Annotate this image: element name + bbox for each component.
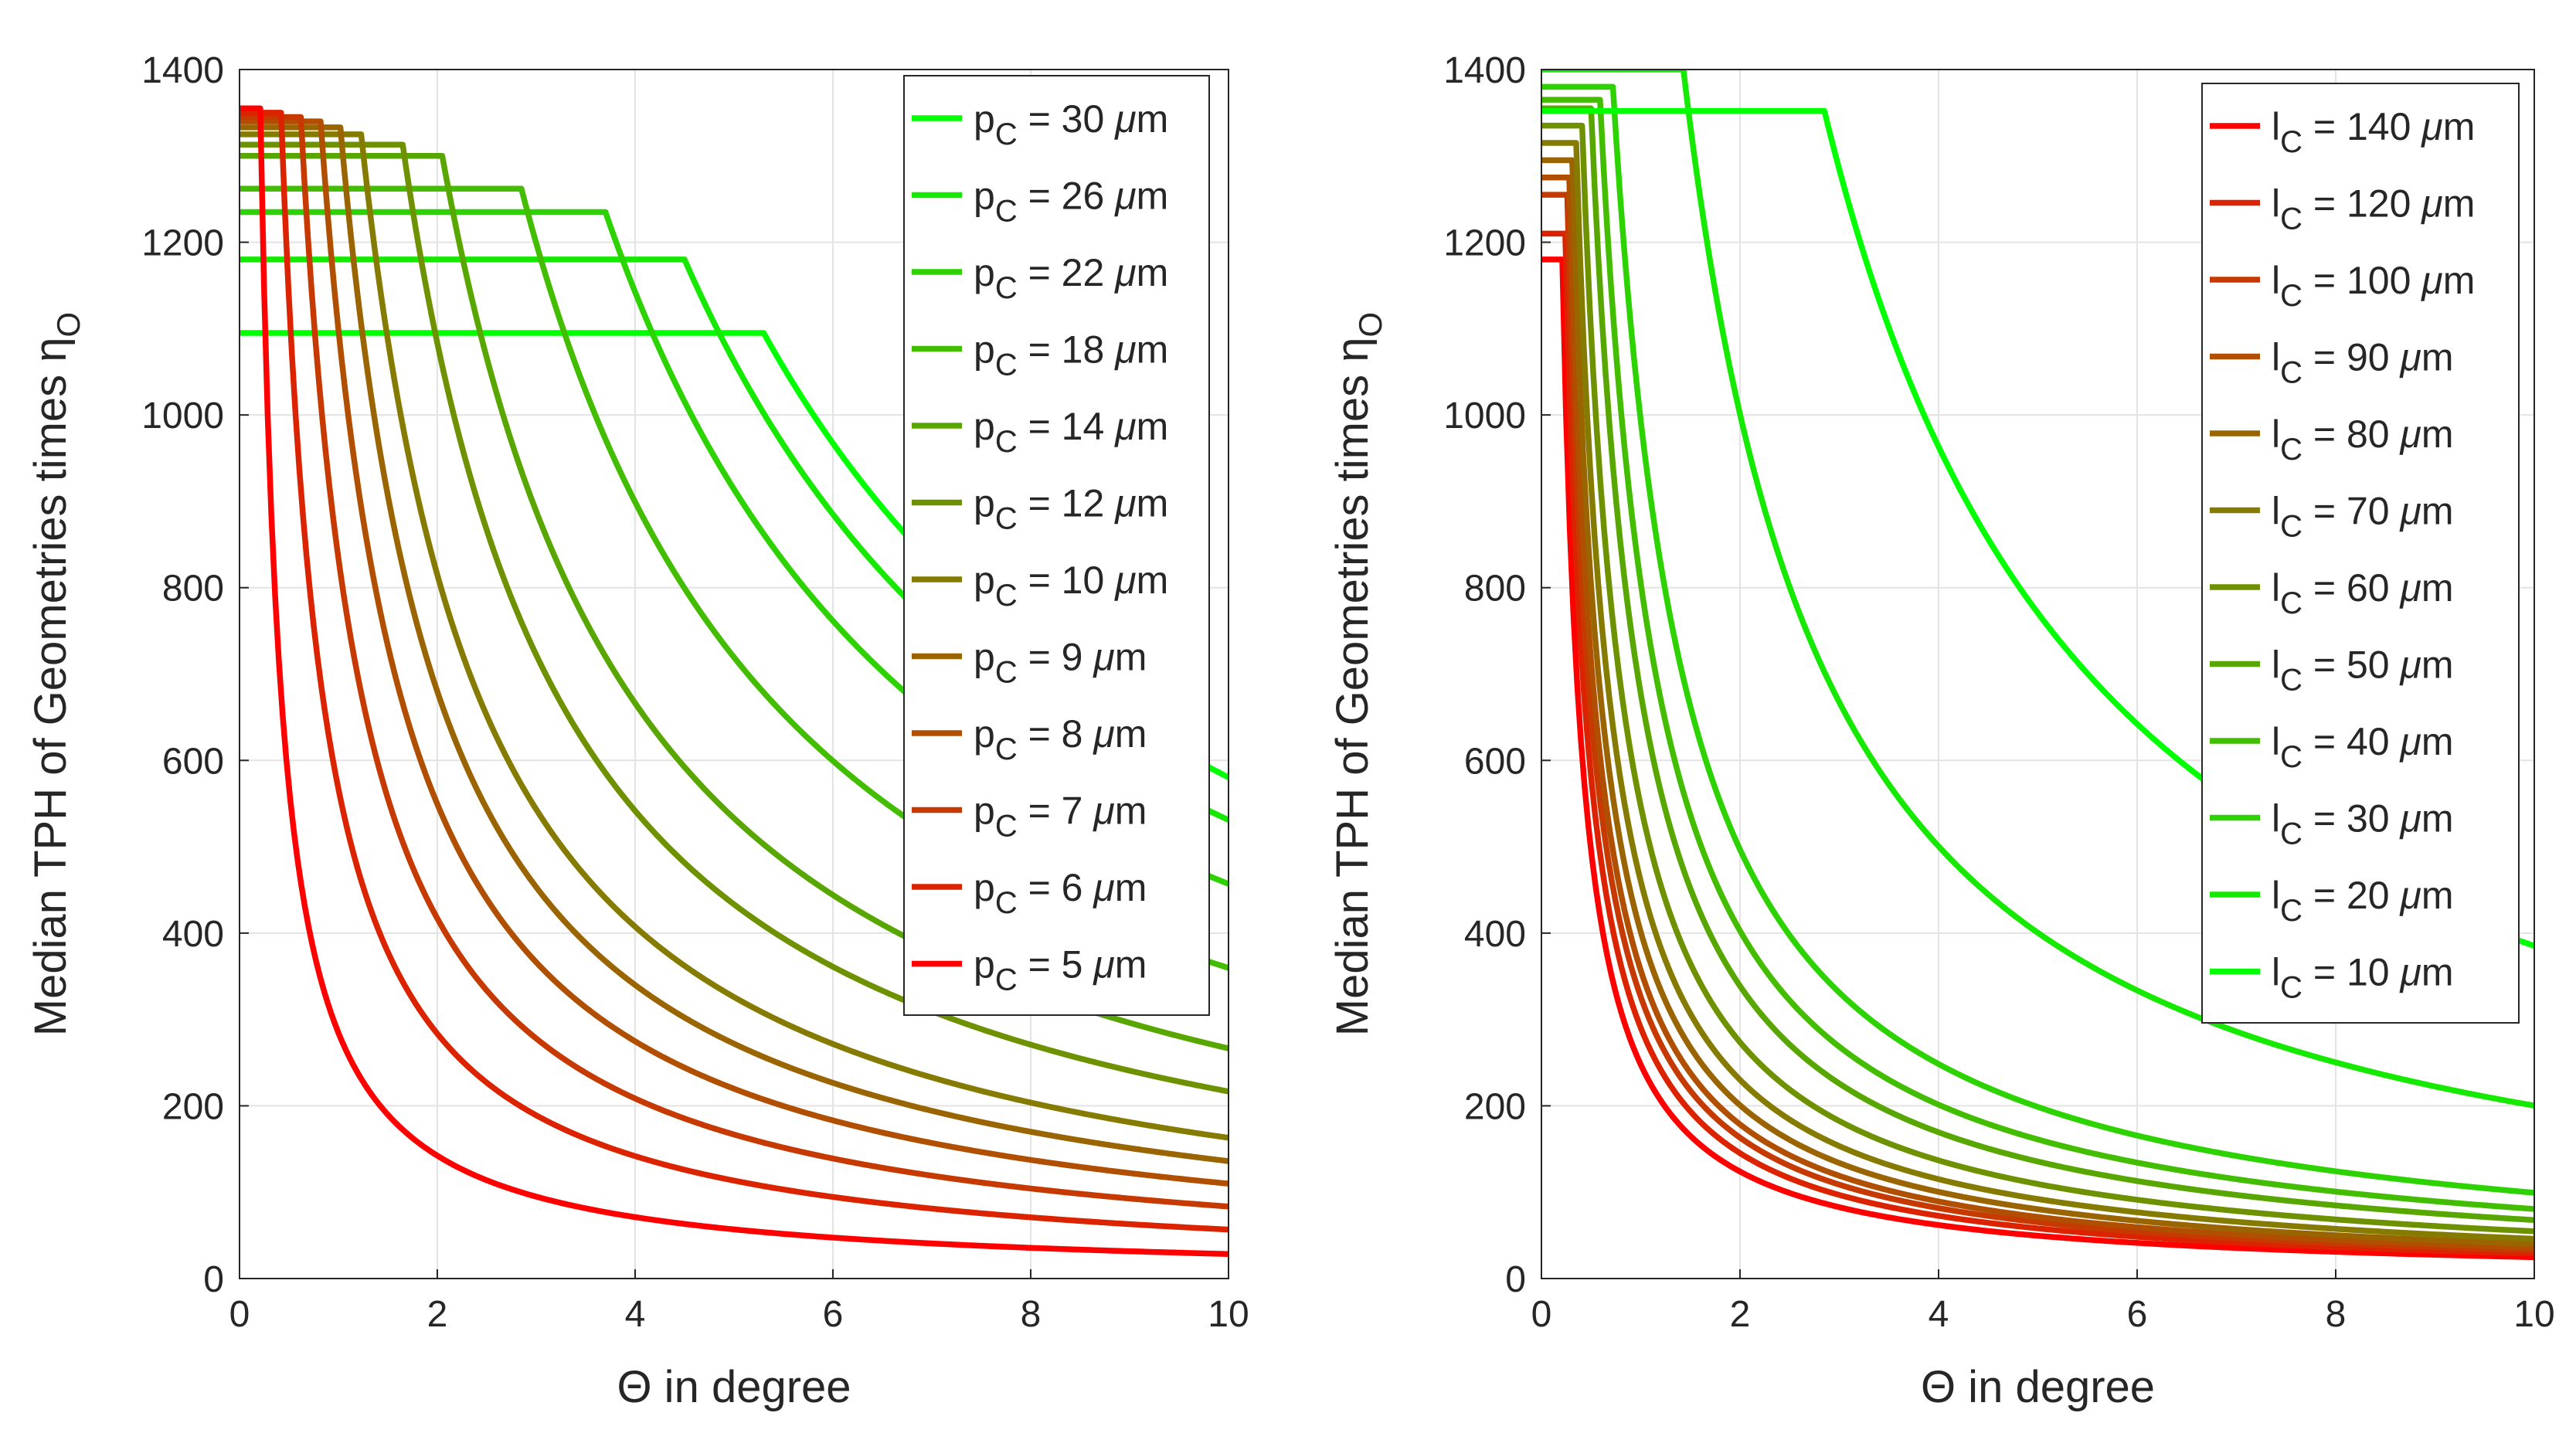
x-tick-label: 8 <box>1021 1294 1042 1335</box>
legend-entry: pC = 7 μm <box>974 790 1147 844</box>
legend-entry: lC = 100 μm <box>2272 259 2475 313</box>
x-tick-label: 4 <box>625 1294 646 1335</box>
legend-box <box>2201 83 2520 1024</box>
y-tick-label: 1000 <box>141 396 224 436</box>
y-tick-label: 600 <box>1464 741 1526 782</box>
legend: pC = 30 μm pC = 26 μm pC = 22 μm pC = 18 μm… <box>903 75 1210 1016</box>
series-line <box>1541 256 2534 1261</box>
legend-entry: pC = 14 μm <box>974 405 1168 459</box>
legend-entry: lC = 80 μm <box>2272 413 2454 467</box>
legend-entry: pC = 9 μm <box>974 636 1147 690</box>
series-line <box>240 110 1229 1233</box>
legend-entry: lC = 120 μm <box>2272 182 2475 236</box>
series-line <box>240 118 1229 1187</box>
y-axis-label: Median TPH of Geometries times ηO <box>25 312 87 1036</box>
chart-panel-1: 0 2 4 6 8 10 0 200 400 600 800 1000 1200 1400 Θ in deg… <box>25 50 1249 1412</box>
legend-entry: lC = 60 μm <box>2272 566 2454 620</box>
series-line <box>1541 140 2534 1242</box>
series-line <box>1541 192 2534 1254</box>
series-lines <box>1541 70 2534 1261</box>
y-tick-label: 200 <box>1464 1086 1526 1127</box>
y-tick-label: 1400 <box>1443 50 1526 91</box>
x-axis-label: Θ in degree <box>617 1362 851 1412</box>
series-line <box>240 131 1229 1141</box>
series-line <box>1541 83 2534 1196</box>
x-tick-label: 6 <box>2127 1294 2148 1335</box>
legend-box <box>903 75 1210 1016</box>
legend-entry: lC = 10 μm <box>2272 951 2454 1005</box>
y-tick-label: 1200 <box>1443 223 1526 264</box>
x-axis-label: Θ in degree <box>1921 1362 2155 1412</box>
series-line <box>1541 97 2534 1212</box>
x-tick-label: 8 <box>2326 1294 2347 1335</box>
y-axis-label-subscript: O <box>1352 312 1388 338</box>
legend: lC = 140 μm lC = 120 μm lC = 100 μm lC = 90… <box>2201 83 2520 1024</box>
series-line <box>240 124 1229 1164</box>
x-tick-label: 4 <box>1929 1294 1949 1335</box>
x-tick-label: 6 <box>823 1294 844 1335</box>
legend-entry: lC = 30 μm <box>2272 797 2454 851</box>
series-line <box>1541 105 2534 1224</box>
legend-entry: pC = 8 μm <box>974 712 1147 766</box>
chart-panel-2: 0 2 4 6 8 10 0 200 400 600 800 1000 1200 1400 Θ in deg… <box>1327 50 2555 1412</box>
y-tick-label: 0 <box>203 1259 224 1300</box>
y-tick-label: 400 <box>1464 914 1526 955</box>
x-tick-label: 2 <box>1730 1294 1751 1335</box>
legend-entry: lC = 90 μm <box>2272 336 2454 390</box>
legend-entry: pC = 6 μm <box>974 866 1147 920</box>
series-line <box>1541 230 2534 1257</box>
series-line <box>1541 157 2534 1247</box>
legend-entry: pC = 30 μm <box>974 97 1168 151</box>
y-tick-label: 1400 <box>141 50 224 91</box>
series-line <box>1541 122 2534 1235</box>
legend-entry: pC = 26 μm <box>974 175 1168 229</box>
series-line <box>1541 174 2534 1251</box>
series-line <box>240 141 1229 1095</box>
legend-entry: pC = 5 μm <box>974 943 1147 997</box>
legend-entry: pC = 22 μm <box>974 251 1168 305</box>
y-tick-label: 800 <box>1464 569 1526 610</box>
y-tick-label: 800 <box>162 569 224 610</box>
series-line <box>240 105 1229 1257</box>
legend-entry: lC = 50 μm <box>2272 644 2454 698</box>
y-tick-label: 1200 <box>141 223 224 264</box>
legend-entry: lC = 70 μm <box>2272 490 2454 544</box>
x-tick-label: 0 <box>1531 1294 1552 1335</box>
y-tick-label: 400 <box>162 914 224 955</box>
y-tick-label: 0 <box>1505 1259 1526 1300</box>
x-tick-label: 10 <box>1208 1294 1249 1335</box>
axes-box <box>1541 69 2535 1279</box>
y-tick-label: 1000 <box>1443 396 1526 436</box>
legend-entry: lC = 140 μm <box>2272 105 2475 159</box>
y-tick-label: 200 <box>162 1086 224 1127</box>
x-tick-label: 10 <box>2513 1294 2554 1335</box>
legend-entry: pC = 18 μm <box>974 328 1168 382</box>
legend-entry: lC = 40 μm <box>2272 720 2454 774</box>
x-tick-label: 2 <box>427 1294 448 1335</box>
axes-box <box>239 69 1229 1279</box>
y-axis-label-subscript: O <box>50 312 87 338</box>
series-line <box>1541 70 2534 1109</box>
series-line <box>240 114 1229 1210</box>
x-tick-label: 0 <box>229 1294 250 1335</box>
y-tick-label: 600 <box>162 741 224 782</box>
legend-entry: pC = 12 μm <box>974 482 1168 536</box>
legend-entry: lC = 20 μm <box>2272 874 2454 928</box>
legend-entry: pC = 10 μm <box>974 559 1168 613</box>
y-axis-label: Median TPH of Geometries times ηO <box>1327 312 1388 1036</box>
